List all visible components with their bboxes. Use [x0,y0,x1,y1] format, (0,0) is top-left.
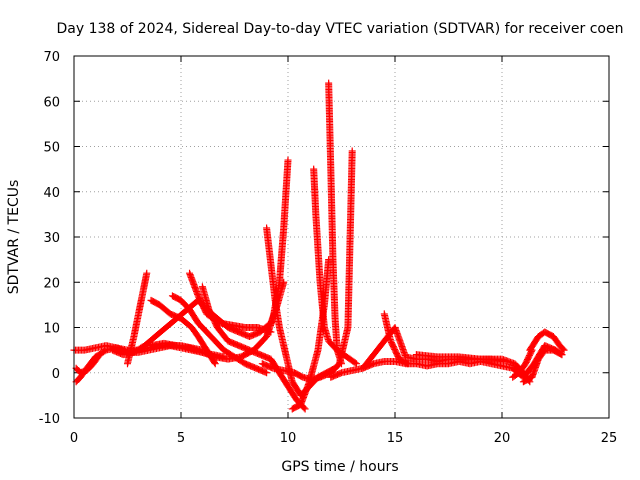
y-tick-label: 50 [43,141,60,156]
tick-labels: 0 5 10 15 20 25 -10 0 10 20 30 40 50 60 70 [39,50,618,446]
y-tick-label: 10 [43,322,60,337]
series-track-15 [288,256,333,413]
data-point-marker [300,404,308,412]
data-point-marker [263,369,271,377]
x-tick-label: 15 [387,431,404,446]
data-point-marker [404,360,412,368]
series-track-4 [124,269,151,368]
chart-title: Day 138 of 2024, Sidereal Day-to-day VTE… [57,21,624,37]
plot-area [70,79,568,413]
y-tick-label: 20 [43,276,60,291]
data-point-marker [559,345,567,353]
data-point-marker [210,358,218,366]
series-track-22 [519,346,566,386]
data-point-marker [560,346,568,354]
y-tick-label: 30 [43,231,60,246]
y-tick-label: -10 [39,412,60,427]
plot-frame [73,55,610,419]
series-track-18 [380,310,412,368]
data-point-marker [96,351,104,359]
data-point-marker [301,405,309,413]
data-point-marker [143,269,151,277]
y-tick-label: 40 [43,186,60,201]
series-track-12 [258,147,356,384]
data-point-marker [558,351,566,359]
x-tick-label: 10 [280,431,297,446]
data-point-marker [557,350,565,358]
y-tick-label: 0 [52,367,60,382]
data-point-marker [95,352,103,360]
x-tick-label: 25 [601,431,618,446]
data-point-marker [284,156,292,164]
data-point-marker [211,360,219,368]
data-point-marker [325,256,333,264]
data-point-marker [338,360,345,368]
y-axis-label: SDTVAR / TECUs [6,180,22,295]
data-point-marker [348,147,356,155]
y-tick-label: 60 [43,95,60,110]
x-tick-label: 0 [70,431,78,446]
y-tick-label: 70 [43,50,60,65]
series-track-21 [526,328,568,354]
series-track-14 [325,79,345,368]
x-tick-label: 5 [177,431,185,446]
x-axis-label: GPS time / hours [281,459,398,475]
grid [74,56,609,418]
x-tick-label: 20 [494,431,511,446]
data-point-marker [403,359,411,367]
data-point-marker [351,359,359,367]
